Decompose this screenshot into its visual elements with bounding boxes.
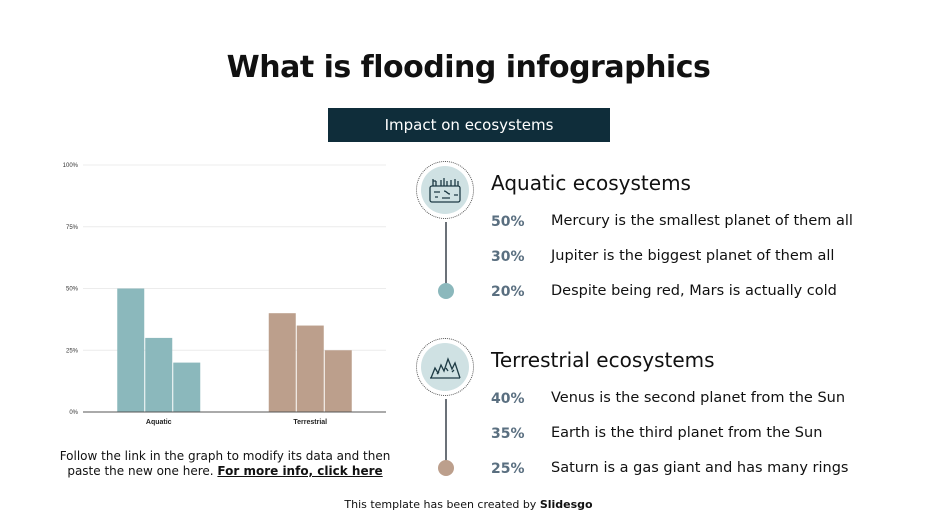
timeline-dot	[438, 460, 454, 476]
item-pct: 20%	[491, 284, 525, 300]
more-info-link[interactable]: For more info, click here	[217, 464, 383, 478]
bar-terrestrial	[296, 325, 324, 412]
y-tick-label: 25%	[66, 348, 79, 354]
aquatic-icon-circle	[416, 161, 474, 219]
bar-terrestrial	[324, 350, 352, 412]
aquatic-landscape-icon	[429, 178, 461, 203]
item-text: Saturn is a gas giant and has many rings	[551, 460, 849, 476]
terrestrial-icon-circle	[416, 338, 474, 396]
bar-terrestrial	[268, 313, 296, 412]
y-tick-label: 0%	[69, 410, 78, 416]
footer-brand: Slidesgo	[539, 498, 593, 511]
item-text: Jupiter is the biggest planet of them al…	[551, 248, 835, 264]
item-pct: 35%	[491, 426, 525, 442]
x-tick-label: Terrestrial	[293, 419, 327, 426]
item-pct: 25%	[491, 461, 525, 477]
section-heading: Aquatic ecosystems	[491, 171, 691, 195]
footer: This template has been created by Slides…	[0, 498, 937, 511]
bar-aquatic	[145, 337, 173, 412]
bar-chart[interactable]: 0% 25% 50% 75% 100% Aquatic Terrestrial	[50, 155, 400, 435]
timeline-line	[445, 222, 447, 284]
footer-text: This template has been created by	[344, 498, 540, 511]
page-title: What is flooding infographics	[226, 50, 711, 85]
subtitle-banner: Impact on ecosystems	[328, 108, 610, 142]
mountain-landscape-icon	[430, 357, 461, 379]
bar-aquatic	[117, 288, 145, 412]
y-tick-label: 100%	[63, 163, 79, 169]
x-tick-label: Aquatic	[146, 419, 172, 426]
section-heading: Terrestrial ecosystems	[491, 348, 715, 372]
item-pct: 50%	[491, 214, 525, 230]
note-text: Follow the link in the graph to modify i…	[59, 449, 391, 478]
timeline-dot	[438, 283, 454, 299]
item-text: Despite being red, Mars is actually cold	[551, 283, 837, 299]
y-tick-label: 50%	[66, 287, 79, 293]
bar-aquatic	[173, 362, 201, 412]
item-pct: 40%	[491, 391, 525, 407]
item-text: Mercury is the smallest planet of them a…	[551, 213, 853, 229]
timeline-line	[445, 399, 447, 461]
item-text: Venus is the second planet from the Sun	[551, 390, 846, 406]
y-tick-label: 75%	[66, 225, 79, 231]
item-text: Earth is the third planet from the Sun	[551, 425, 823, 441]
chart-note: Follow the link in the graph to modify i…	[50, 449, 400, 479]
item-pct: 30%	[491, 249, 525, 265]
